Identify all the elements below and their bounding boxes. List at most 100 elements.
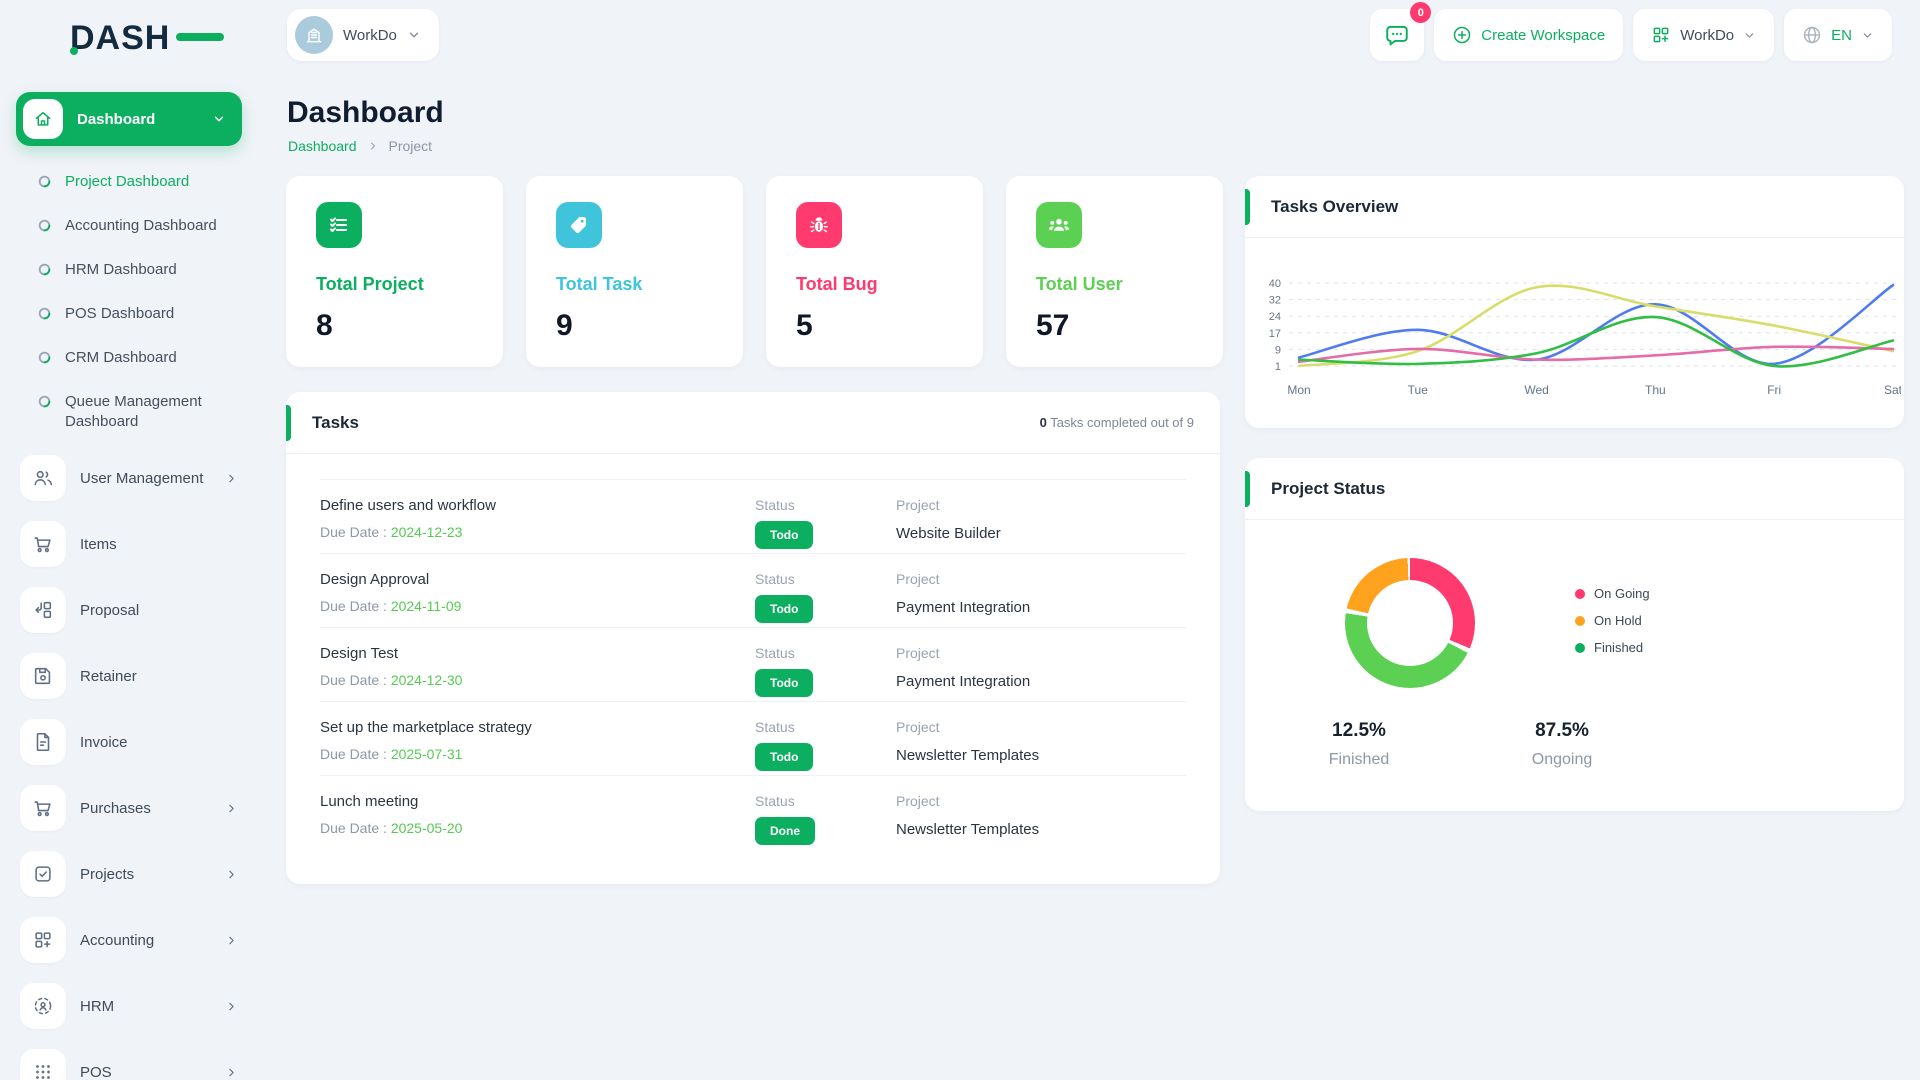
breadcrumb-dashboard-link[interactable]: Dashboard [288,138,357,154]
language-code: EN [1831,26,1852,44]
finished-stat: 12.5% Finished [1329,720,1389,769]
sidebar-item-label: User Management [80,469,204,487]
project-status-donut-chart [1345,558,1475,688]
status-column-label: Status [755,719,795,735]
chevron-right-icon [229,1068,234,1076]
chevron-right-icon [229,1002,234,1010]
task-project: Newsletter Templates [896,821,1040,838]
chevron-right-icon [229,474,234,482]
sidebar-item-retainer[interactable]: Retainer [16,648,242,704]
sidebar-item-pos[interactable]: POS [16,1044,242,1080]
sidebar-subitem-hrm-dashboard[interactable]: HRM Dashboard [16,248,242,292]
panel-accent-bar [1245,189,1250,225]
stat-label: Total User [1036,274,1123,294]
workspace-dropdown[interactable]: WorkDo [1633,9,1775,61]
svg-text:24: 24 [1269,311,1281,323]
tasks-panel: Tasks 0 Tasks completed out of 9 Define … [286,392,1220,884]
subitem-label: POS Dashboard [65,305,175,322]
workspace-avatar [295,16,333,54]
stat-label: Total Task [556,274,643,294]
retainer-icon [20,653,66,699]
sidebar-item-label: POS [80,1063,112,1080]
legend-item: On Hold [1575,607,1650,634]
chevron-right-icon [229,936,234,944]
dots-grid-icon [20,1049,66,1080]
task-name: Lunch meeting [320,793,419,810]
chat-bubble-icon [1386,25,1409,46]
stat-value: 5 [796,309,813,342]
tasks-overview-panel: Tasks Overview 40 32 24 17 9 1 Mon Tue Wed Thu Fri… [1245,176,1904,428]
task-row[interactable]: Design Approval Due Date : 2024-11-09 St… [320,553,1186,627]
subitem-label: CRM Dashboard [65,349,177,366]
task-name: Design Test [320,645,399,662]
svg-text:9: 9 [1275,344,1281,356]
legend-dot [1575,615,1585,626]
sidebar-item-invoice[interactable]: Invoice [16,714,242,770]
status-column-label: Status [755,645,795,661]
task-due: Due Date : 2025-05-20 [320,820,755,836]
legend-dot [1575,642,1585,653]
stat-card-total-project: Total Project 8 [286,176,503,367]
chevron-down-icon [1863,32,1872,38]
legend-label: On Going [1594,586,1650,601]
task-project: Payment Integration [896,599,1031,616]
svg-text:Sat: Sat [1884,383,1901,397]
sidebar-subitem-project-dashboard[interactable]: Project Dashboard [16,160,242,204]
workspace-selector[interactable]: WorkDo [287,9,439,61]
status-column-label: Status [755,571,795,587]
task-name: Set up the marketplace strategy [320,719,532,736]
language-selector[interactable]: EN [1784,9,1892,61]
stat-card-total-task: Total Task 9 [526,176,743,367]
sidebar-item-proposal[interactable]: Proposal [16,582,242,638]
svg-text:40: 40 [1269,278,1281,290]
task-row[interactable]: Define users and workflow Due Date : 202… [320,479,1186,553]
workspace-name: WorkDo [343,26,397,44]
ongoing-label: Ongoing [1531,751,1593,768]
task-row[interactable]: Lunch meeting Due Date : 2025-05-20 Stat… [320,775,1186,849]
sidebar-item-label: Retainer [80,667,137,685]
sidebar-item-items[interactable]: Items [16,516,242,572]
task-row[interactable]: Set up the marketplace strategy Due Date… [320,701,1186,775]
ongoing-stat: 87.5% Ongoing [1532,720,1593,769]
sidebar-item-purchases[interactable]: Purchases [16,780,242,836]
due-label: Due Date : [320,524,391,540]
plus-circle-icon [1454,26,1471,44]
users-icon [20,455,66,501]
svg-text:Fri: Fri [1767,383,1781,397]
sidebar-item-label: Dashboard [77,110,156,128]
create-workspace-label: Create Workspace [1481,26,1606,44]
stat-card-total-user: Total User 57 [1006,176,1223,367]
sidebar-subitem-pos-dashboard[interactable]: POS Dashboard [16,292,242,336]
check-square-icon [20,851,66,897]
sidebar-item-label: Projects [80,865,135,883]
sidebar-item-projects[interactable]: Projects [16,846,242,902]
svg-text:32: 32 [1269,295,1281,307]
building-icon [306,28,322,43]
sidebar-item-accounting[interactable]: Accounting [16,912,242,968]
sidebar-item-dashboard[interactable]: Dashboard [16,92,242,146]
ongoing-percent: 87.5% [1535,720,1589,741]
sidebar-subitem-crm-dashboard[interactable]: CRM Dashboard [16,336,242,380]
logo-dash-bar [176,33,224,41]
due-label: Due Date : [320,598,391,614]
sidebar-item-user-management[interactable]: User Management [16,450,242,506]
tasks-overview-line-chart: 40 32 24 17 9 1 Mon Tue Wed Thu Fri Sat [1269,278,1901,397]
status-column-label: Status [755,793,795,809]
sidebar-subitem-queue-management-dashboard[interactable]: Queue Management Dashboard [16,380,242,444]
sidebar-subitem-accounting-dashboard[interactable]: Accounting Dashboard [16,204,242,248]
sidebar-item-label: Items [80,535,117,553]
sidebar-item-hrm[interactable]: HRM [16,978,242,1034]
subitem-label: HRM Dashboard [65,261,177,278]
panel-accent-bar [286,405,291,441]
person-dashed-circle-icon [20,983,66,1029]
messages-button[interactable]: 0 [1370,2,1432,61]
finished-percent: 12.5% [1332,720,1386,741]
disc-icon [38,263,51,276]
stat-value: 8 [316,309,333,342]
legend-item: Finished [1575,634,1650,661]
task-row[interactable]: Design Test Due Date : 2024-12-30 Status… [320,627,1186,701]
create-workspace-button[interactable]: Create Workspace [1434,9,1624,61]
subitem-label: Project Dashboard [65,173,190,190]
status-badge: Todo [755,521,814,549]
disc-icon [38,351,51,364]
